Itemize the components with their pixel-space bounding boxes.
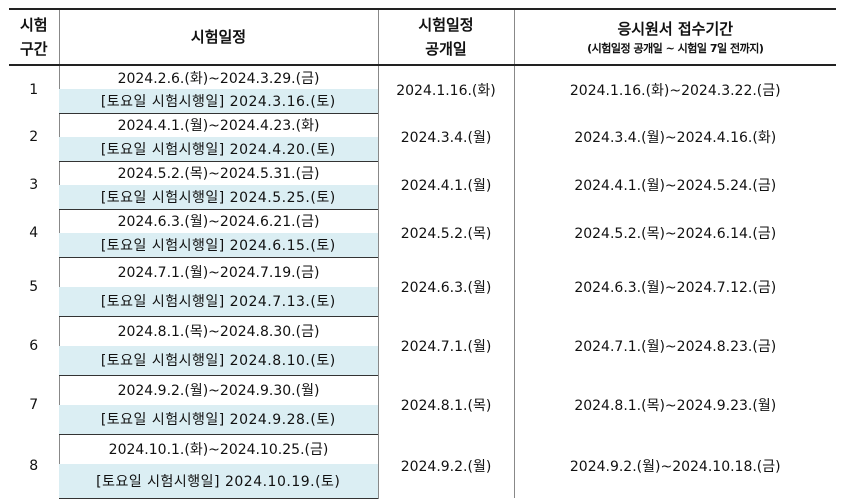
exam-date-range: 2024.4.1.(월)~2024.4.23.(화) [58, 113, 378, 137]
table-row: 3 2024.5.2.(목)~2024.5.31.(금) 2024.4.1.(월… [9, 161, 836, 209]
header-exam-schedule: 시험일정 [58, 8, 378, 66]
table-row: 5 2024.7.1.(월)~2024.7.19.(금) 2024.6.3.(월… [9, 257, 836, 316]
section-number: 8 [29, 458, 39, 474]
schedule-open-date: 2024.6.3.(월) [377, 257, 514, 316]
application-period: 2024.5.2.(목)~2024.6.14.(금) [513, 209, 836, 257]
header-exam-section: 시험 구간 [9, 8, 59, 66]
table-row: 2 2024.4.1.(월)~2024.4.23.(화) 2024.3.4.(월… [9, 113, 836, 161]
header-open-date-line1: 시험일정 [418, 16, 474, 34]
saturday-exam-date: [토요일 시험시행일] 2024.7.13.(토) [59, 287, 378, 317]
exam-date-range: 2024.10.1.(화)~2024.10.25.(금) [58, 434, 378, 464]
header-row: 시험 구간 시험일정 시험일정 공개일 응시원서 접수기간 (시험일정 공개일 … [9, 8, 836, 66]
table-row: 8 2024.10.1.(화)~2024.10.25.(금) 2024.9.2.… [9, 434, 836, 498]
table-row: [토요일 시험시행일] 2024.8.10.(토) [9, 346, 836, 376]
table-row: [토요일 시험시행일] 2024.4.20.(토) [9, 137, 836, 162]
header-application-period-note: (시험일정 공개일 ~ 시험일 7일 전까지) [587, 42, 764, 55]
application-period: 2024.4.1.(월)~2024.5.24.(금) [513, 161, 836, 209]
table-row: 1 2024.2.6.(화)~2024.3.29.(금) 2024.1.16.(… [9, 65, 836, 113]
section-number: 3 [29, 177, 39, 193]
table-row: [토요일 시험시행일] 2024.7.13.(토) [9, 287, 836, 317]
schedule-open-date: 2024.7.1.(월) [377, 316, 514, 375]
application-period: 2024.1.16.(화)~2024.3.22.(금) [513, 65, 836, 113]
saturday-exam-date: [토요일 시험시행일] 2024.5.25.(토) [59, 185, 378, 210]
exam-date-range: 2024.9.2.(월)~2024.9.30.(월) [58, 375, 378, 405]
exam-date-range: 2024.6.3.(월)~2024.6.21.(금) [58, 209, 378, 233]
saturday-exam-date: [토요일 시험시행일] 2024.6.15.(토) [59, 233, 378, 258]
table-row: 6 2024.8.1.(목)~2024.8.30.(금) 2024.7.1.(월… [9, 316, 836, 375]
header-application-period: 응시원서 접수기간 (시험일정 공개일 ~ 시험일 7일 전까지) [513, 8, 836, 66]
application-period: 2024.9.2.(월)~2024.10.18.(금) [513, 434, 836, 498]
section-number: 7 [29, 396, 39, 413]
schedule-open-date: 2024.8.1.(목) [377, 375, 514, 434]
header-exam-section-line2: 구간 [19, 40, 48, 58]
schedule-open-date: 2024.5.2.(목) [377, 209, 514, 257]
section-number: 2 [29, 129, 39, 145]
schedule-open-date: 2024.1.16.(화) [377, 65, 514, 113]
table-row: 7 2024.9.2.(월)~2024.9.30.(월) 2024.8.1.(목… [9, 375, 836, 434]
header-open-date: 시험일정 공개일 [377, 8, 514, 66]
header-open-date-line2: 공개일 [425, 40, 467, 58]
section-number: 5 [29, 278, 39, 295]
section-number: 1 [29, 81, 39, 98]
saturday-exam-date: [토요일 시험시행일] 2024.4.20.(토) [59, 137, 378, 162]
schedule-open-date: 2024.3.4.(월) [377, 113, 514, 161]
exam-date-range: 2024.8.1.(목)~2024.8.30.(금) [58, 316, 378, 346]
saturday-exam-date: [토요일 시험시행일] 2024.3.16.(토) [59, 89, 378, 114]
table-row: [토요일 시험시행일] 2024.9.28.(토) [9, 405, 836, 435]
schedule-open-date: 2024.4.1.(월) [377, 161, 514, 209]
table-row: [토요일 시험시행일] 2024.3.16.(토) [9, 89, 836, 114]
application-period: 2024.3.4.(월)~2024.4.16.(화) [513, 113, 836, 161]
table-row: 4 2024.6.3.(월)~2024.6.21.(금) 2024.5.2.(목… [9, 209, 836, 257]
header-exam-section-line1: 시험 [19, 16, 48, 34]
exam-schedule-table: 시험 구간 시험일정 시험일정 공개일 응시원서 접수기간 (시험일정 공개일 … [9, 8, 836, 499]
table-row: [토요일 시험시행일] 2024.5.25.(토) [9, 185, 836, 210]
saturday-exam-date: [토요일 시험시행일] 2024.8.10.(토) [59, 346, 378, 376]
exam-date-range: 2024.5.2.(목)~2024.5.31.(금) [58, 161, 378, 185]
exam-date-range: 2024.2.6.(화)~2024.3.29.(금) [58, 65, 378, 89]
application-period: 2024.7.1.(월)~2024.8.23.(금) [513, 316, 836, 375]
table-row: [토요일 시험시행일] 2024.6.15.(토) [9, 233, 836, 258]
saturday-exam-date: [토요일 시험시행일] 2024.10.19.(토) [59, 464, 378, 499]
section-number: 4 [29, 225, 39, 241]
exam-date-range: 2024.7.1.(월)~2024.7.19.(금) [58, 257, 378, 287]
section-number: 6 [29, 337, 39, 354]
application-period: 2024.8.1.(목)~2024.9.23.(월) [513, 375, 836, 434]
schedule-open-date: 2024.9.2.(월) [377, 434, 514, 498]
header-application-period-title: 응시원서 접수기간 [617, 20, 734, 38]
saturday-exam-date: [토요일 시험시행일] 2024.9.28.(토) [59, 405, 378, 435]
application-period: 2024.6.3.(월)~2024.7.12.(금) [513, 257, 836, 316]
